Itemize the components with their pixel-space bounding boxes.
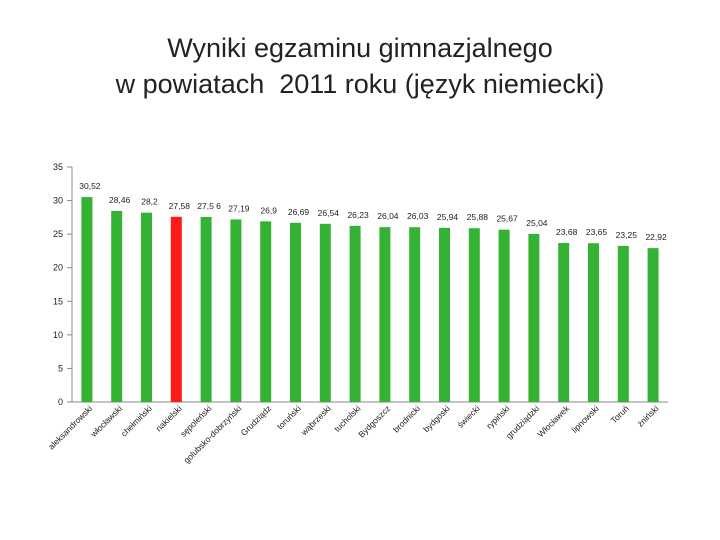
bar-value-label: 25,67: [496, 214, 518, 224]
bar-value-label: 27,58: [169, 201, 191, 211]
bar: [319, 223, 331, 402]
bar: [468, 228, 480, 402]
x-tick-label: Toruń: [609, 403, 631, 425]
y-tick-label: 20: [53, 263, 63, 273]
bar: [141, 212, 152, 402]
x-tick-label: lipnowski: [569, 403, 601, 435]
bar-value-label: 28,46: [109, 195, 131, 205]
bar-value-label: 23,25: [616, 230, 638, 240]
y-tick-label: 0: [58, 397, 63, 407]
bar-value-label: 26,04: [377, 211, 399, 221]
bars: [81, 197, 659, 402]
bar: [439, 227, 450, 402]
y-tick-label: 10: [53, 330, 63, 340]
y-tick-label: 15: [53, 296, 63, 306]
bar: [111, 210, 123, 402]
bar: [498, 229, 510, 402]
x-tick-label: Bydgoszcz: [356, 403, 392, 439]
x-tick-label: bydgoski: [421, 403, 452, 434]
bar: [81, 197, 93, 402]
bar-value-label: 26,69: [288, 207, 310, 217]
bar: [349, 225, 361, 402]
x-tick-label: świecki: [455, 403, 482, 430]
bar-value-label: 25,88: [467, 212, 489, 222]
bar: [617, 245, 629, 402]
bar: [170, 216, 182, 402]
x-tick-label: wąbrzeski: [298, 403, 333, 438]
y-tick-label: 5: [58, 363, 63, 373]
bar: [230, 219, 242, 402]
y-tick-label: 25: [53, 229, 63, 239]
x-tick-label: żniński: [635, 403, 661, 429]
bar: [379, 227, 391, 402]
bar-value-label: 28,2: [141, 197, 158, 207]
x-tick-label: nakielski: [154, 403, 184, 433]
y-tick-label: 30: [53, 196, 63, 206]
x-tick-label: Włocławek: [535, 403, 571, 439]
bar-value-label: 22,92: [645, 232, 667, 242]
x-tick-label: toruński: [275, 403, 303, 431]
bar: [260, 221, 272, 402]
x-tick-label: włocławski: [88, 403, 124, 439]
bar: [558, 243, 570, 402]
bar-value-label: 30,52: [79, 181, 101, 191]
bar-value-label: 26,9: [260, 205, 277, 215]
x-tick-label: Grudziądz: [239, 403, 273, 437]
bar: [409, 227, 421, 402]
y-tick-label: 35: [53, 162, 63, 172]
bar: [588, 243, 599, 402]
bar-value-label: 26,54: [318, 208, 340, 218]
bar: [200, 216, 212, 402]
bar-value-label: 25,04: [526, 218, 548, 228]
x-tick-label: chełmiński: [119, 403, 154, 438]
bar-value-label: 26,03: [407, 211, 429, 221]
value-labels: 30,52 28,46 28,2 27,58 27,5 6 27,19 26,9 26,69 2…: [79, 181, 667, 242]
bar-value-label: 27,19: [228, 203, 250, 213]
chart-title-line-2: w powiatach 2011 roku (język niemiecki): [115, 69, 605, 99]
bar-value-label: 23,65: [586, 227, 608, 237]
x-tick-label: aleksandrowski: [46, 403, 94, 451]
bar: [647, 248, 659, 402]
x-tick-label: rypiński: [484, 403, 512, 431]
bar-value-label: 26,23: [347, 210, 369, 220]
bar-value-label: 25,94: [437, 212, 459, 222]
bar: [290, 222, 301, 402]
chart-title-line-1: Wyniki egzaminu gimnazjalnego: [167, 33, 553, 63]
x-tick-label: golubsko-dobrzyński: [181, 403, 243, 465]
chart-title: Wyniki egzaminu gimnazjalnego w powiatac…: [0, 30, 720, 102]
bar-value-label: 27,5 6: [197, 201, 221, 211]
x-tick-label: brodnicki: [391, 403, 422, 434]
bar-value-label: 23,68: [556, 227, 578, 237]
bar: [528, 233, 540, 402]
